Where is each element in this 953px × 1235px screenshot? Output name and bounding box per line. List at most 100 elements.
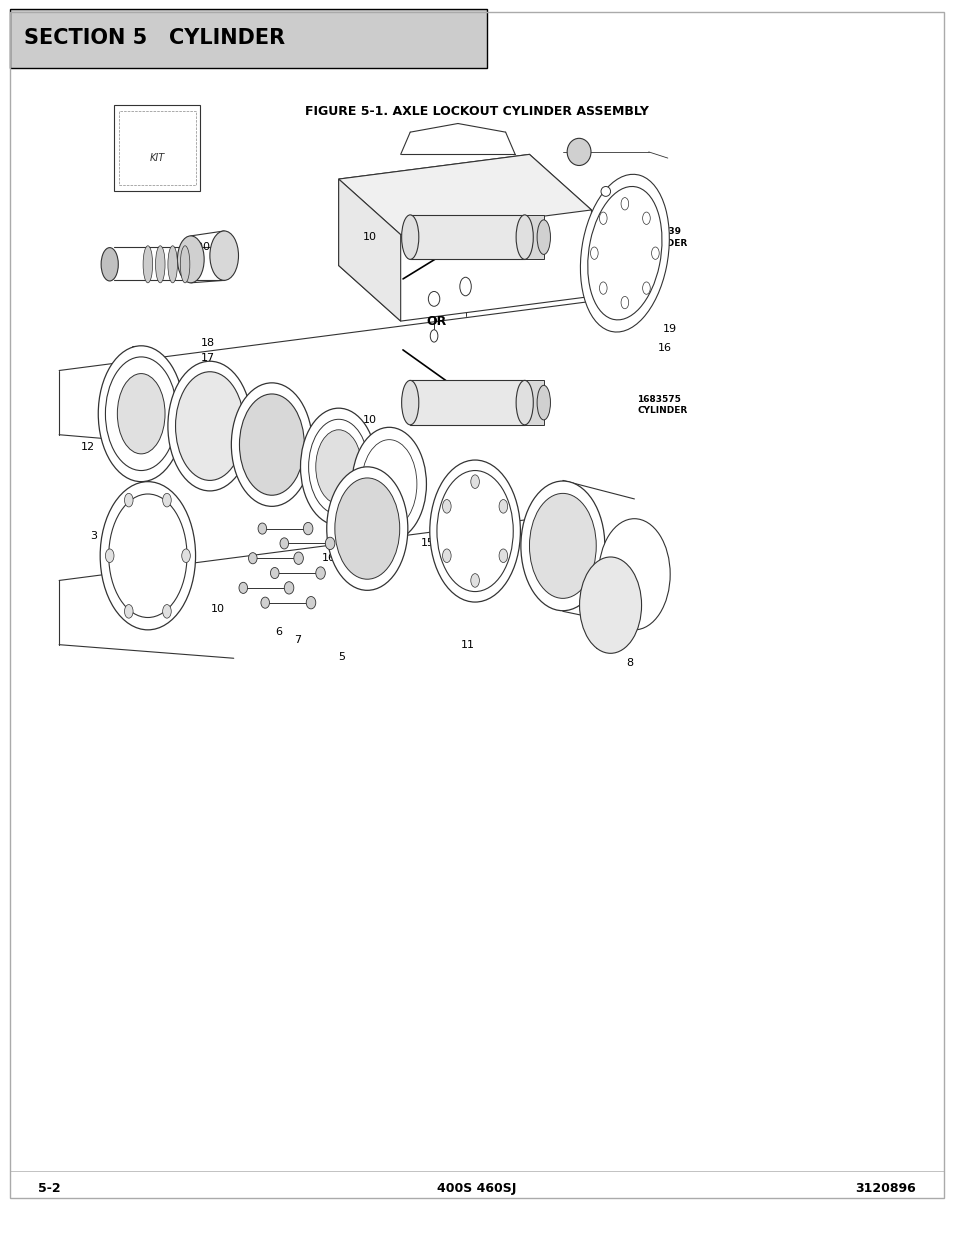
Ellipse shape — [430, 330, 437, 342]
Ellipse shape — [620, 296, 628, 309]
Ellipse shape — [470, 574, 478, 588]
Ellipse shape — [470, 474, 478, 489]
Text: 16: 16 — [658, 343, 671, 353]
Ellipse shape — [210, 231, 238, 280]
Text: 100: 100 — [190, 242, 211, 252]
Text: FIGURE 5-1. AXLE LOCKOUT CYLINDER ASSEMBLY: FIGURE 5-1. AXLE LOCKOUT CYLINDER ASSEMB… — [305, 105, 648, 117]
Ellipse shape — [498, 548, 507, 563]
Polygon shape — [338, 179, 400, 321]
Text: 7: 7 — [294, 635, 301, 645]
Ellipse shape — [436, 471, 513, 592]
Text: 11: 11 — [460, 640, 474, 650]
Ellipse shape — [442, 548, 451, 563]
Ellipse shape — [117, 373, 165, 453]
Ellipse shape — [529, 493, 596, 598]
Ellipse shape — [326, 467, 408, 590]
Ellipse shape — [231, 383, 312, 506]
Ellipse shape — [600, 186, 610, 196]
Ellipse shape — [101, 247, 118, 282]
Text: 19: 19 — [662, 324, 676, 333]
Ellipse shape — [105, 357, 177, 471]
Ellipse shape — [428, 291, 439, 306]
Ellipse shape — [280, 538, 288, 548]
Ellipse shape — [516, 215, 533, 259]
Text: 12: 12 — [81, 442, 94, 452]
Bar — [524, 380, 543, 425]
Bar — [410, 215, 524, 259]
Ellipse shape — [315, 567, 325, 579]
Bar — [524, 215, 543, 259]
Ellipse shape — [335, 478, 399, 579]
Ellipse shape — [401, 380, 418, 425]
Text: 1: 1 — [554, 519, 561, 529]
Polygon shape — [338, 154, 591, 321]
Ellipse shape — [100, 482, 195, 630]
Text: 10: 10 — [363, 232, 376, 242]
Ellipse shape — [361, 440, 416, 529]
Text: 3120896: 3120896 — [854, 1182, 915, 1194]
Text: 13: 13 — [201, 368, 214, 378]
Ellipse shape — [520, 480, 604, 610]
Ellipse shape — [177, 236, 204, 283]
Ellipse shape — [124, 493, 133, 506]
Ellipse shape — [642, 212, 650, 225]
Ellipse shape — [168, 246, 177, 283]
Ellipse shape — [303, 522, 313, 535]
Ellipse shape — [238, 583, 248, 594]
Text: 18: 18 — [201, 338, 214, 348]
Text: 8: 8 — [625, 658, 633, 668]
Text: KIT: KIT — [150, 153, 165, 163]
Ellipse shape — [566, 138, 590, 165]
Text: 4: 4 — [134, 566, 142, 576]
Ellipse shape — [284, 582, 294, 594]
Text: 400S 460SJ: 400S 460SJ — [436, 1182, 517, 1194]
Text: 6: 6 — [274, 627, 282, 637]
Ellipse shape — [590, 247, 598, 259]
Ellipse shape — [537, 220, 550, 254]
Ellipse shape — [498, 499, 507, 514]
Ellipse shape — [442, 499, 451, 514]
Text: 16: 16 — [322, 553, 335, 563]
Text: 5: 5 — [337, 652, 345, 662]
Ellipse shape — [306, 597, 315, 609]
Ellipse shape — [537, 385, 550, 420]
Ellipse shape — [587, 186, 661, 320]
Text: 5-2: 5-2 — [38, 1182, 61, 1194]
Ellipse shape — [155, 246, 165, 283]
Ellipse shape — [261, 597, 270, 608]
Text: 17: 17 — [201, 353, 214, 363]
Ellipse shape — [598, 519, 669, 630]
Bar — [410, 380, 524, 425]
Ellipse shape — [325, 537, 335, 550]
Text: 14: 14 — [132, 346, 145, 356]
Ellipse shape — [429, 461, 520, 603]
Ellipse shape — [162, 493, 171, 506]
Ellipse shape — [168, 361, 252, 490]
Ellipse shape — [248, 552, 256, 563]
Text: 3: 3 — [90, 531, 97, 541]
Text: 15: 15 — [420, 538, 434, 548]
Ellipse shape — [651, 247, 659, 259]
Ellipse shape — [401, 215, 418, 259]
FancyBboxPatch shape — [10, 9, 486, 68]
Ellipse shape — [271, 568, 278, 578]
Ellipse shape — [300, 408, 376, 526]
Text: 9: 9 — [594, 641, 601, 651]
Ellipse shape — [620, 198, 628, 210]
Ellipse shape — [143, 246, 152, 283]
Text: SECTION 5   CYLINDER: SECTION 5 CYLINDER — [24, 28, 285, 48]
Ellipse shape — [175, 372, 244, 480]
Ellipse shape — [642, 282, 650, 294]
Text: 1684139
CYLINDER: 1684139 CYLINDER — [637, 227, 687, 247]
Ellipse shape — [257, 524, 266, 535]
Text: 10: 10 — [211, 604, 224, 614]
Ellipse shape — [352, 427, 426, 541]
Text: 20: 20 — [525, 230, 538, 240]
Ellipse shape — [579, 174, 669, 332]
Bar — [114, 105, 200, 191]
Ellipse shape — [105, 548, 114, 563]
Text: OR: OR — [426, 315, 447, 327]
Bar — [119, 111, 195, 185]
Ellipse shape — [578, 557, 640, 653]
Ellipse shape — [309, 420, 368, 515]
